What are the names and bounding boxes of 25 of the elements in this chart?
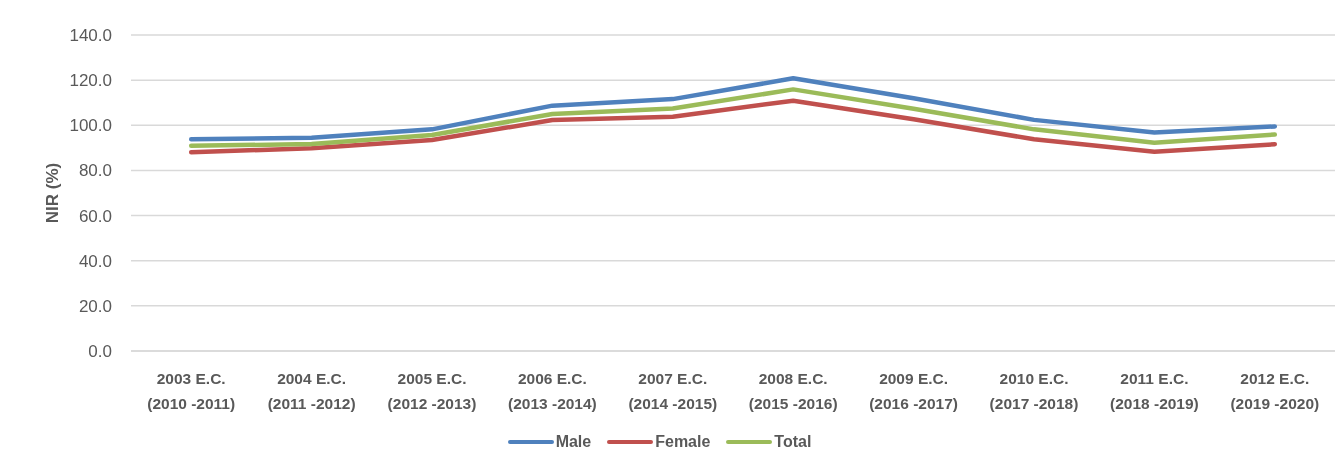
x-tick-label: 2007 E.C. (2014 -2015) bbox=[628, 370, 718, 413]
x-tick-label: 2011 E.C. (2018 -2019) bbox=[1110, 370, 1199, 413]
legend-label: Total bbox=[774, 433, 812, 451]
y-tick-label: 100.0 bbox=[69, 116, 112, 136]
line-series bbox=[188, 87, 1278, 149]
line-series bbox=[188, 98, 1278, 155]
legend-label: Female bbox=[655, 433, 711, 451]
y-tick-label: 140.0 bbox=[69, 26, 112, 46]
y-axis-title: NIR (%) bbox=[42, 162, 62, 224]
y-tick-label: 40.0 bbox=[78, 251, 112, 271]
y-tick-label: 120.0 bbox=[69, 71, 112, 91]
y-tick-label: 80.0 bbox=[78, 161, 112, 181]
x-tick-label: 2010 E.C. (2017 -2018) bbox=[989, 370, 1079, 413]
x-tick-label: 2009 E.C. (2016 -2017) bbox=[869, 370, 958, 413]
line-series bbox=[188, 76, 1278, 142]
y-tick-label: 0.0 bbox=[88, 342, 112, 362]
y-tick-label: 20.0 bbox=[78, 296, 112, 316]
x-tick-label: 2004 E.C. (2011 -2012) bbox=[267, 370, 356, 413]
x-tick-label: 2012 E.C. (2019 -2020) bbox=[1230, 370, 1320, 413]
x-tick-label: 2006 E.C. (2013 -2014) bbox=[508, 370, 597, 413]
legend-label: Male bbox=[555, 433, 592, 451]
x-tick-label: 2003 E.C. (2010 -2011) bbox=[147, 370, 236, 413]
y-tick-label: 60.0 bbox=[78, 206, 112, 226]
x-tick-label: 2005 E.C. (2012 -2013) bbox=[387, 370, 477, 413]
x-tick-label: 2008 E.C. (2015 -2016) bbox=[748, 370, 838, 413]
